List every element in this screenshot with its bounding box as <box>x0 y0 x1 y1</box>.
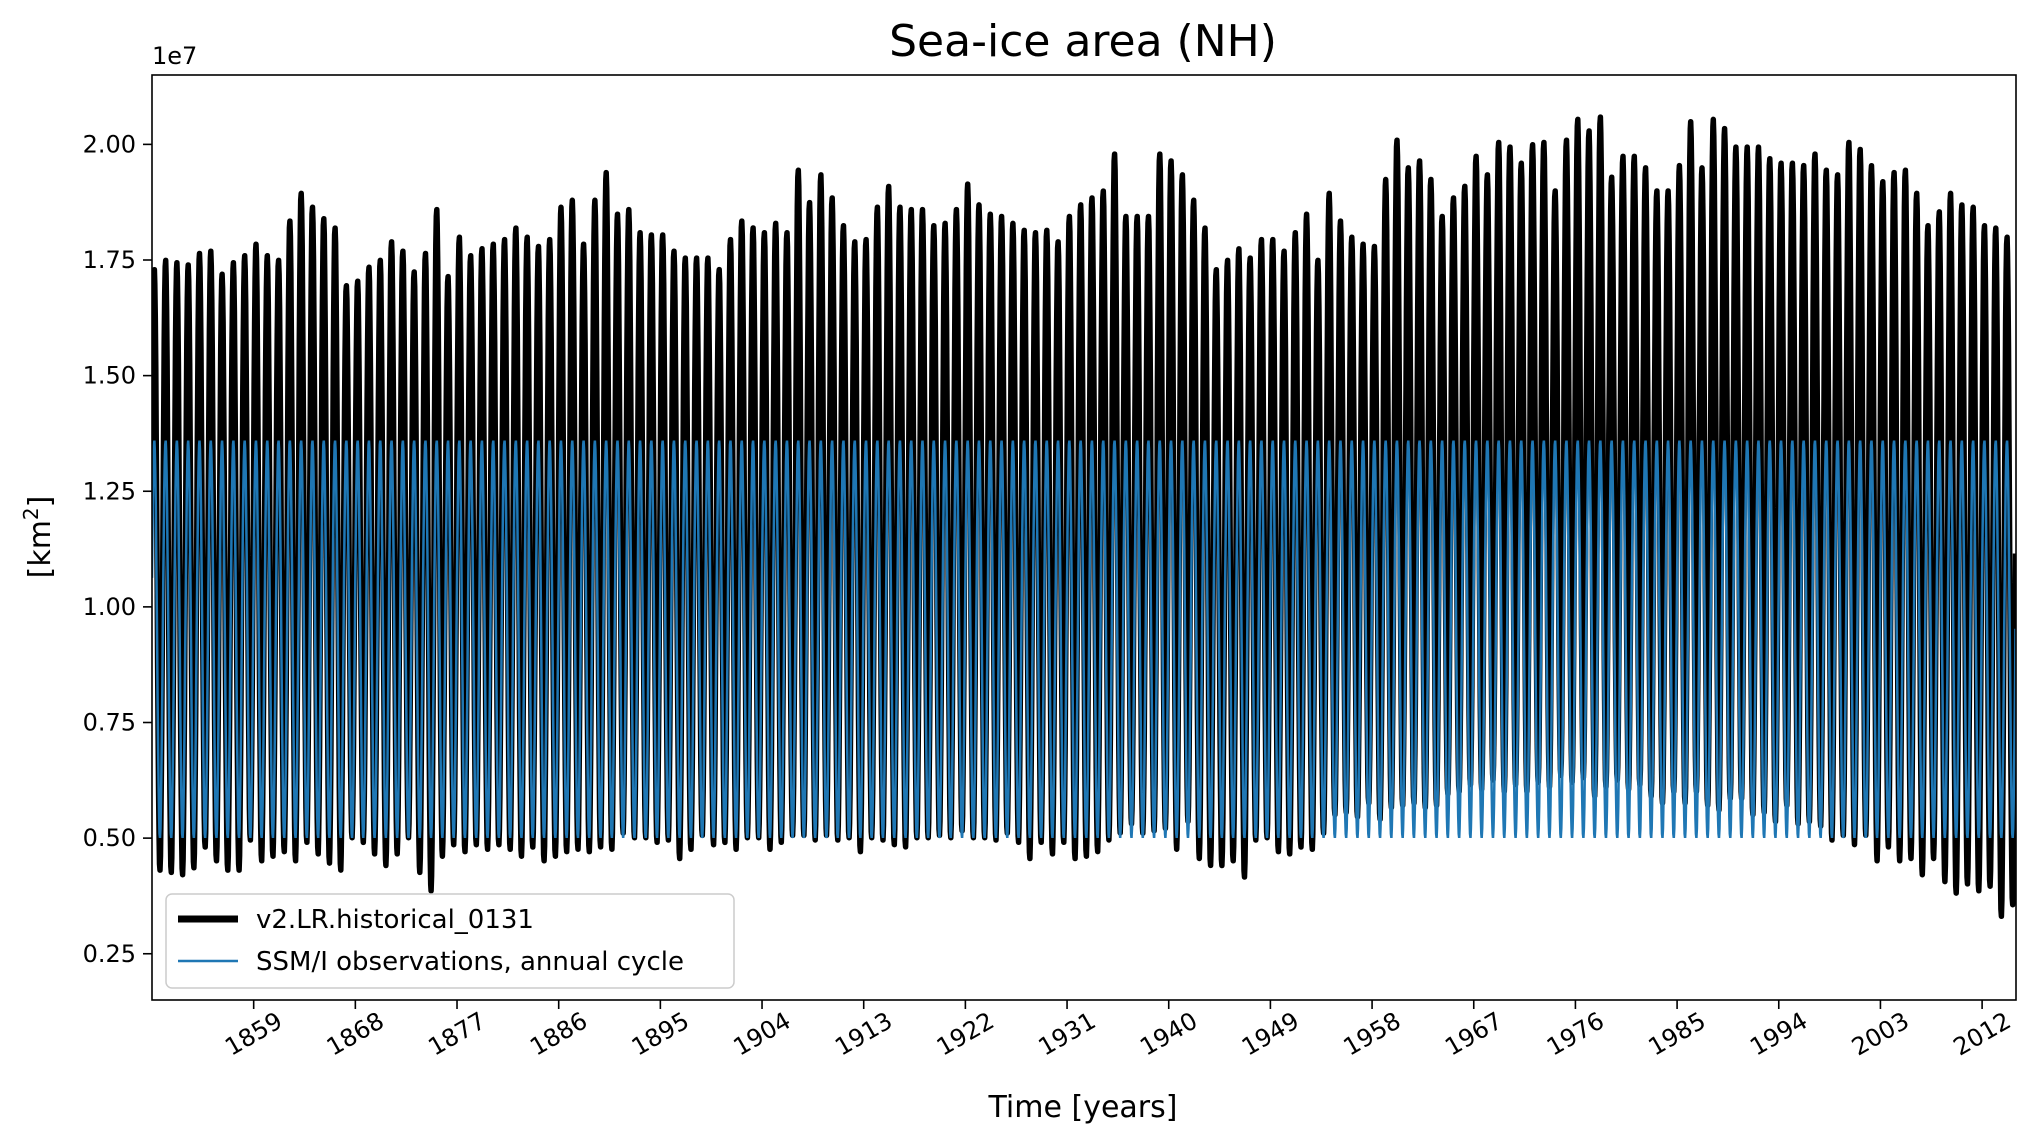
y-tick-label: 0.75 <box>83 709 136 737</box>
y-tick-label: 1.75 <box>83 246 136 274</box>
y-axis-label-main: [km <box>23 520 58 578</box>
y-offset-label: 1e7 <box>152 42 197 70</box>
x-axis-label: Time [years] <box>988 1090 1178 1125</box>
y-tick-label: 0.25 <box>83 940 136 968</box>
y-tick-label: 1.25 <box>83 477 136 505</box>
legend-label-observations: SSM/I observations, annual cycle <box>256 947 684 977</box>
y-tick-label: 0.50 <box>83 824 136 852</box>
plot-frame <box>151 74 2017 1001</box>
y-tick-label: 1.00 <box>83 593 136 621</box>
chart-title: Sea-ice area (NH) <box>889 16 1277 67</box>
y-axis-label-sup: 2 <box>19 507 43 520</box>
legend-label-model: v2.LR.historical_0131 <box>256 905 534 935</box>
series-line-observations <box>152 440 2016 839</box>
plot-area <box>151 74 2017 1001</box>
series-layer <box>152 114 2016 920</box>
y-axis-label-close: ] <box>23 496 58 508</box>
y-axis: 0.25 0.50 0.75 1.00 1.25 1.50 1.75 2.00 <box>83 130 152 968</box>
y-tick-label: 2.00 <box>83 130 136 158</box>
y-axis-label: [km2] <box>19 496 58 579</box>
y-tick-label: 1.50 <box>83 362 136 390</box>
legend: v2.LR.historical_0131 SSM/I observations… <box>165 893 735 989</box>
legend-box <box>165 893 735 989</box>
